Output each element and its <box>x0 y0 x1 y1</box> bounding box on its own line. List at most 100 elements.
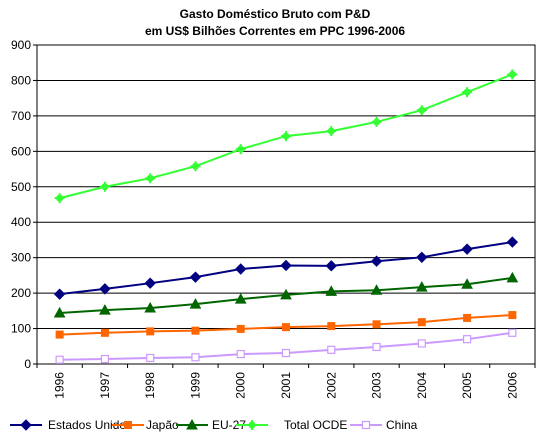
series-eu-27 <box>53 271 519 318</box>
x-tick-label: 1999 <box>188 372 202 399</box>
data-point <box>416 105 427 116</box>
data-point <box>282 323 290 332</box>
data-point <box>417 318 426 327</box>
y-axis-ticks: 0 100 200 300 400 500 600 700 800 900 <box>11 38 37 371</box>
axes <box>36 44 536 365</box>
data-point <box>191 326 200 335</box>
series-china <box>55 328 517 364</box>
y-tick-label: 800 <box>11 73 31 87</box>
gridlines <box>37 44 535 330</box>
x-tick-label: 2002 <box>324 372 338 399</box>
data-point <box>281 348 291 358</box>
data-point <box>145 173 156 184</box>
data-point <box>235 263 247 275</box>
data-point <box>189 298 202 309</box>
y-tick-label: 600 <box>11 144 31 158</box>
data-point <box>326 126 337 137</box>
legend-label: Estados Unidos <box>48 418 132 432</box>
x-tick-label: 1997 <box>98 372 112 399</box>
y-tick-label: 500 <box>11 180 31 194</box>
data-point <box>99 283 111 295</box>
data-point <box>234 293 247 304</box>
data-point <box>506 271 519 283</box>
legend-item-eu-27: EU-27 <box>176 418 246 432</box>
x-tick-label: 2005 <box>460 372 474 399</box>
data-point <box>99 181 110 192</box>
legend: Estados Unidos Japão EU-27 Total OCDE China <box>10 418 418 432</box>
legend-label: Japão <box>146 418 179 432</box>
x-tick-label: 1996 <box>53 372 67 399</box>
data-point <box>370 255 383 267</box>
plot-area-border <box>36 44 536 365</box>
data-point <box>55 330 64 339</box>
data-point <box>146 327 155 336</box>
x-tick-label: 2006 <box>505 372 519 399</box>
data-point <box>506 236 519 248</box>
series-estados-unidos <box>53 236 519 300</box>
y-tick-label: 0 <box>24 357 31 371</box>
data-point <box>186 418 198 430</box>
data-point <box>463 313 472 322</box>
x-tick-label: 2003 <box>370 372 384 399</box>
data-point <box>508 328 517 337</box>
data-point <box>235 144 246 155</box>
data-point <box>461 243 473 255</box>
chart-title: Gasto Doméstico Bruto com P&D <box>179 7 371 21</box>
x-axis-ticks: 1996 1997 1998 1999 2000 2001 2002 2003 2004 2005… <box>36 364 536 399</box>
legend-item-estados-unidos: Estados Unidos <box>10 418 132 432</box>
legend-label: EU-27 <box>212 418 246 432</box>
data-point <box>280 288 292 300</box>
data-point <box>507 69 518 80</box>
data-point <box>508 311 517 320</box>
x-tick-label: 1998 <box>143 372 157 399</box>
legend-item-china: China <box>350 418 418 432</box>
data-point <box>99 304 111 315</box>
data-point <box>53 288 66 300</box>
data-point <box>327 322 336 331</box>
data-point <box>371 116 382 127</box>
x-tick-label: 2004 <box>415 372 429 399</box>
data-point <box>20 419 32 431</box>
data-point <box>190 161 201 172</box>
y-tick-label: 200 <box>11 286 31 300</box>
data-point <box>325 285 338 296</box>
series-japao <box>55 311 517 339</box>
legend-item-total-ocde: Total OCDE <box>236 418 347 432</box>
data-point <box>236 349 245 359</box>
data-point <box>361 420 371 430</box>
data-point <box>462 335 472 344</box>
data-point <box>372 342 381 352</box>
chart-subtitle: em US$ Bilhões Correntes em PPC 1996-200… <box>144 24 406 38</box>
data-point <box>100 354 110 364</box>
data-point <box>415 281 428 292</box>
data-point <box>54 193 65 204</box>
y-tick-label: 700 <box>11 109 31 123</box>
data-point <box>191 353 200 362</box>
y-tick-label: 300 <box>11 251 31 265</box>
data-point <box>247 420 257 430</box>
data-point <box>124 421 132 429</box>
data-point <box>236 324 245 333</box>
data-point <box>100 328 109 337</box>
data-point <box>280 259 292 272</box>
series-total-ocde <box>54 69 518 204</box>
series-lines <box>53 69 519 364</box>
legend-label: Total OCDE <box>284 418 347 432</box>
data-point <box>146 353 155 363</box>
y-tick-label: 400 <box>11 215 31 229</box>
x-tick-label: 2000 <box>234 372 248 399</box>
data-point <box>370 284 383 295</box>
data-point <box>372 320 381 329</box>
y-tick-label: 900 <box>11 38 31 52</box>
data-point <box>144 301 157 313</box>
x-tick-label: 2001 <box>279 372 293 399</box>
legend-label: China <box>386 418 418 432</box>
data-point <box>189 271 202 283</box>
legend-item-japao: Japão <box>112 418 179 432</box>
data-point <box>416 251 428 264</box>
data-point <box>462 87 473 98</box>
data-point <box>144 277 156 289</box>
data-point <box>281 131 291 142</box>
data-point <box>461 278 473 289</box>
